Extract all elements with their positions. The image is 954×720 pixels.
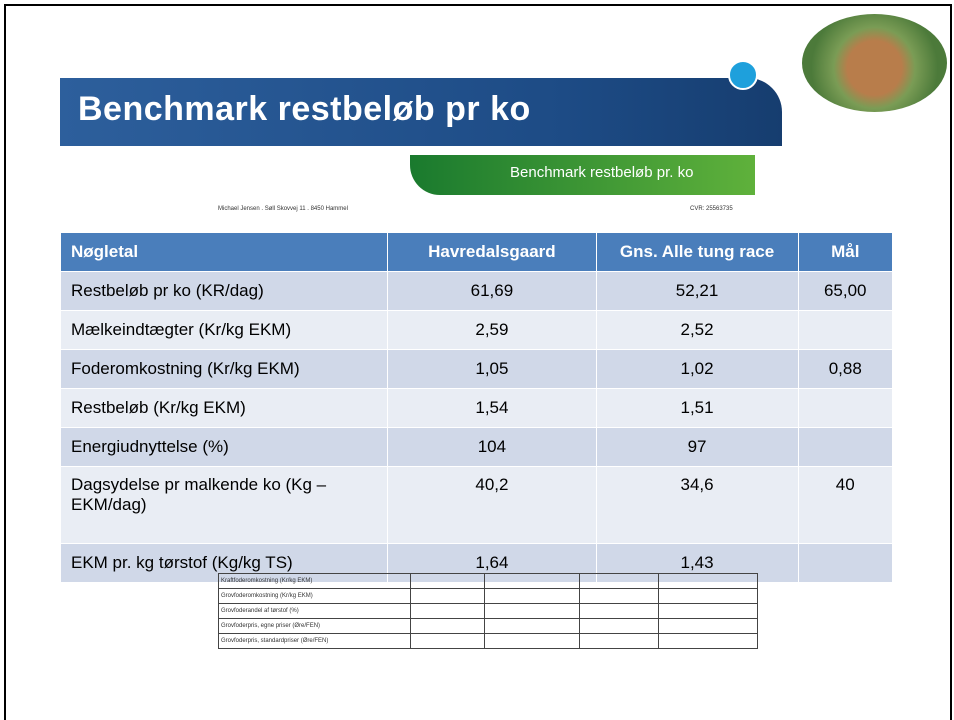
cell: 2,59 [388,311,596,350]
report-cell [410,604,485,619]
report-table: Kraftfoderomkostning (Kr/kg EKM)Grovfode… [218,573,758,649]
cell: 104 [388,428,596,467]
report-cvr: CVR: 25563735 [690,206,733,212]
slide: Benchmark restbeløb pr ko Benchmark rest… [0,0,954,720]
report-banner: Benchmark restbeløb pr. ko [410,155,755,195]
cell: 34,6 [596,467,798,544]
cell: 2,52 [596,311,798,350]
report-cell [580,589,659,604]
cow-photo [802,14,947,112]
cell: Mælkeindtægter (Kr/kg EKM) [61,311,388,350]
cell [798,389,893,428]
report-cell: Grovfoderomkostning (Kr/kg EKM) [219,589,411,604]
cell: 40 [798,467,893,544]
report-cell [659,604,758,619]
report-cell: Kraftfoderomkostning (Kr/kg EKM) [219,574,411,589]
cell: 1,02 [596,350,798,389]
report-cell [485,589,580,604]
cell: 65,00 [798,272,893,311]
cell [798,428,893,467]
cell [798,311,893,350]
cell: Restbeløb pr ko (KR/dag) [61,272,388,311]
report-row: Grovfoderpris, egne priser (Øre/FEN) [219,619,758,634]
report-cell: Grovfoderpris, standardpriser (Øre/FEN) [219,634,411,649]
cell: Dagsydelse pr malkende ko (Kg –EKM/dag) [61,467,388,544]
report-cell [485,574,580,589]
header-cell: Nøgletal [61,233,388,272]
report-cell [659,634,758,649]
header-cell: Mål [798,233,893,272]
cell: 52,21 [596,272,798,311]
report-address: Michael Jensen . Søll Skovvej 11 . 8450 … [218,206,348,212]
title: Benchmark restbeløb pr ko [78,90,531,129]
report-row: Kraftfoderomkostning (Kr/kg EKM) [219,574,758,589]
cell [798,544,893,583]
cell: Foderomkostning (Kr/kg EKM) [61,350,388,389]
report-row: Grovfoderomkostning (Kr/kg EKM) [219,589,758,604]
header-cell: Havredalsgaard [388,233,596,272]
cell: 40,2 [388,467,596,544]
report-cell [485,619,580,634]
cell: 1,51 [596,389,798,428]
logo [728,60,758,90]
cell: Energiudnyttelse (%) [61,428,388,467]
report-row: Grovfoderandel af tørstof (%) [219,604,758,619]
report-cell [580,604,659,619]
report-cell [410,619,485,634]
report-cell [485,604,580,619]
report-cell [580,574,659,589]
cell: 1,05 [388,350,596,389]
cell: 0,88 [798,350,893,389]
report-cell [410,634,485,649]
report-cell [580,634,659,649]
report-cell [580,619,659,634]
row: Dagsydelse pr malkende ko (Kg –EKM/dag)4… [61,467,893,544]
cell: Restbeløb (Kr/kg EKM) [61,389,388,428]
header-cell: Gns. Alle tung race [596,233,798,272]
report-cell [659,619,758,634]
report-cell [410,574,485,589]
cell: 97 [596,428,798,467]
report-cell [659,589,758,604]
report-cell [410,589,485,604]
report-cell [659,574,758,589]
cell: 61,69 [388,272,596,311]
report-cell: Grovfoderandel af tørstof (%) [219,604,411,619]
report-cell [485,634,580,649]
cell: 1,54 [388,389,596,428]
report-cell: Grovfoderpris, egne priser (Øre/FEN) [219,619,411,634]
report-row: Grovfoderpris, standardpriser (Øre/FEN) [219,634,758,649]
